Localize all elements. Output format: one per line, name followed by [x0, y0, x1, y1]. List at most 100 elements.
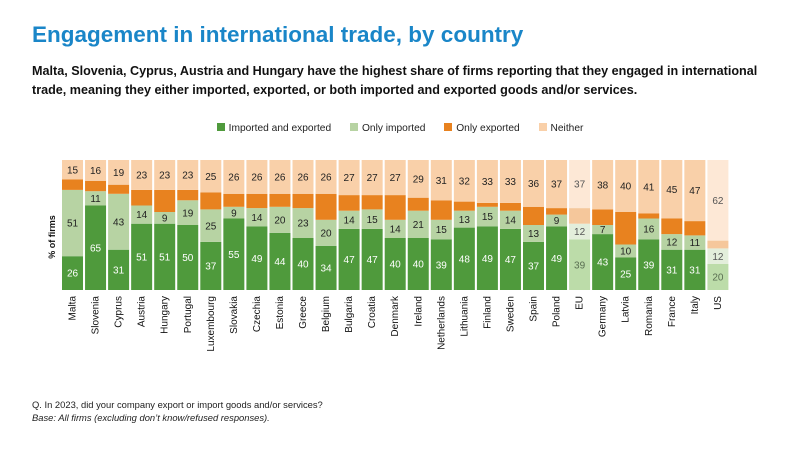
page-title: Engagement in international trade, by co… — [32, 22, 524, 47]
bar-imported-and-exported-belgium — [315, 245, 337, 290]
data-label-neither-romania: 41 — [643, 182, 655, 193]
data-label-imported-and-exported-czechia: 49 — [251, 254, 263, 265]
bar-neither-belgium — [315, 160, 337, 194]
bar-only-exported-france — [661, 218, 683, 235]
data-label-only-imported-slovenia: 11 — [90, 194, 101, 205]
legend-item-only-exported: Only exported — [444, 123, 520, 134]
bar-neither-sweden — [499, 160, 521, 203]
data-label-only-imported-croatia: 15 — [367, 215, 379, 226]
bar-only-imported-slovenia — [85, 191, 107, 206]
data-label-only-imported-france: 12 — [666, 238, 678, 249]
bar-only-imported-sweden — [499, 210, 521, 229]
data-label-neither-ireland: 29 — [413, 174, 425, 185]
bar-imported-and-exported-germany — [592, 234, 614, 290]
data-label-neither-belgium: 26 — [320, 173, 332, 184]
bar-imported-and-exported-romania — [638, 239, 660, 290]
x-tick-label-italy: Italy — [690, 296, 701, 314]
x-tick-label-sweden: Sweden — [505, 296, 516, 332]
data-label-imported-and-exported-us: 20 — [712, 273, 724, 284]
data-label-neither-slovakia: 26 — [228, 173, 240, 184]
data-label-neither-bulgaria: 27 — [344, 173, 356, 184]
footnote: Q. In 2023, did your company export or i… — [32, 398, 323, 424]
bar-imported-and-exported-croatia — [361, 228, 383, 290]
data-label-only-imported-portugal: 19 — [182, 208, 194, 219]
data-label-neither-cyprus: 19 — [113, 168, 125, 179]
bar-imported-and-exported-austria — [131, 223, 153, 290]
bar-neither-poland — [546, 160, 568, 209]
data-label-neither-slovenia: 16 — [90, 166, 102, 177]
bar-only-imported-ireland — [407, 210, 429, 238]
bar-neither-netherlands — [430, 160, 452, 201]
footnote-base: Base: All firms (excluding don’t know/re… — [32, 412, 270, 423]
bar-imported-and-exported-finland — [476, 226, 498, 290]
bar-only-imported-denmark — [384, 219, 406, 238]
bar-neither-ireland — [407, 160, 429, 198]
bar-only-imported-luxembourg — [200, 209, 222, 242]
data-label-neither-finland: 33 — [482, 177, 494, 188]
data-label-only-imported-sweden: 14 — [505, 215, 517, 226]
bar-only-imported-malta — [62, 189, 83, 257]
data-label-only-imported-czechia: 14 — [251, 213, 263, 224]
chart-subtitle: Malta, Slovenia, Cyprus, Austria and Hun… — [32, 64, 758, 97]
data-label-neither-malta: 15 — [67, 165, 79, 176]
bar-neither-us — [707, 160, 729, 241]
x-tick-label-cyprus: Cyprus — [114, 296, 125, 328]
bar-imported-and-exported-ireland — [407, 238, 429, 290]
data-label-imported-and-exported-cyprus: 31 — [113, 265, 125, 276]
bar-only-exported-sweden — [499, 202, 521, 211]
x-tick-label-hungary: Hungary — [160, 296, 171, 334]
data-label-only-imported-germany: 7 — [600, 225, 606, 236]
data-label-imported-and-exported-eu: 39 — [574, 260, 586, 271]
x-tick-label-estonia: Estonia — [275, 296, 286, 330]
bar-imported-and-exported-france — [661, 249, 683, 290]
bar-neither-latvia — [615, 160, 637, 212]
bar-neither-romania — [638, 160, 660, 214]
data-label-imported-and-exported-portugal: 50 — [182, 253, 194, 264]
data-label-neither-france: 45 — [666, 185, 678, 196]
data-label-imported-and-exported-france: 31 — [666, 265, 678, 276]
bar-only-exported-bulgaria — [338, 195, 360, 211]
data-label-neither-austria: 23 — [136, 171, 148, 182]
bar-only-exported-germany — [592, 209, 614, 225]
bar-only-imported-croatia — [361, 209, 383, 229]
data-label-only-imported-slovakia: 9 — [231, 208, 237, 219]
bar-neither-portugal — [177, 160, 199, 190]
bar-only-imported-france — [661, 234, 683, 250]
data-label-only-imported-belgium: 20 — [320, 228, 332, 239]
bar-only-imported-italy — [684, 235, 706, 250]
data-label-only-imported-austria: 14 — [136, 210, 148, 221]
bar-neither-spain — [523, 160, 544, 207]
data-label-imported-and-exported-austria: 51 — [136, 252, 148, 263]
data-label-only-imported-malta: 51 — [67, 219, 79, 230]
data-label-imported-and-exported-hungary: 51 — [159, 252, 171, 263]
legend-swatch — [538, 123, 547, 131]
x-tick-label-bulgaria: Bulgaria — [344, 296, 355, 333]
data-label-only-imported-cyprus: 43 — [113, 217, 125, 228]
data-label-neither-czechia: 26 — [251, 173, 263, 184]
bar-imported-and-exported-poland — [546, 226, 568, 290]
bar-only-imported-bulgaria — [338, 210, 360, 229]
bar-only-exported-czechia — [246, 193, 268, 209]
bar-only-exported-eu — [569, 208, 591, 224]
x-tick-label-slovenia: Slovenia — [91, 296, 102, 335]
data-label-only-imported-estonia: 20 — [274, 215, 286, 226]
x-tick-label-greece: Greece — [298, 296, 309, 329]
bar-only-exported-austria — [131, 189, 153, 206]
bar-imported-and-exported-cyprus — [108, 249, 130, 290]
bar-only-imported-poland — [546, 214, 568, 227]
bar-only-imported-greece — [292, 208, 314, 238]
bar-neither-cyprus — [108, 160, 130, 185]
bar-only-exported-romania — [638, 213, 660, 219]
data-label-imported-and-exported-netherlands: 39 — [436, 260, 448, 271]
legend-label: Only exported — [456, 123, 520, 134]
bar-imported-and-exported-greece — [292, 238, 314, 290]
x-tick-label-belgium: Belgium — [321, 296, 332, 332]
bar-imported-and-exported-sweden — [499, 228, 521, 290]
data-label-neither-denmark: 27 — [390, 173, 402, 184]
bar-only-exported-slovakia — [223, 193, 245, 207]
bar-only-imported-lithuania — [453, 210, 475, 228]
bar-only-exported-cyprus — [108, 184, 130, 194]
data-label-neither-sweden: 33 — [505, 177, 517, 188]
data-label-imported-and-exported-belgium: 34 — [320, 264, 332, 275]
bar-neither-malta — [62, 160, 83, 180]
